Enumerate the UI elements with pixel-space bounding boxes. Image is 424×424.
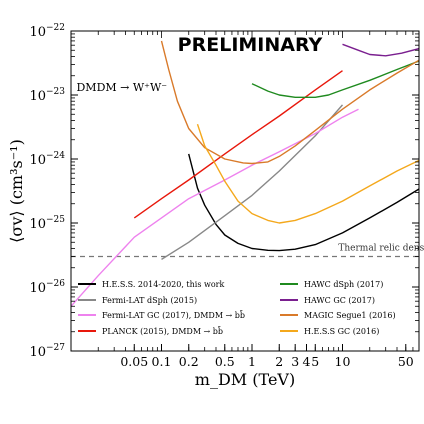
x-tick-label: 1: [248, 354, 256, 369]
legend-label-6: MAGIC Segue1 (2016): [304, 311, 396, 320]
series-layer: [71, 40, 419, 307]
x-tick-label: 2: [275, 354, 283, 369]
series-line-0: [188, 153, 419, 252]
legend-label-4: HAWC dSph (2017): [304, 280, 383, 289]
legend-label-5: HAWC GC (2017): [304, 296, 375, 305]
x-tick-label: 50: [398, 354, 414, 369]
series-line-7: [196, 123, 419, 224]
legend-label-7: H.E.S.S GC (2016): [304, 327, 379, 336]
series-line-4: [251, 60, 419, 99]
series-line-6: [160, 40, 419, 165]
axis-ticks: 10−27 10−26 10−25 10−24 10−23 10−22 0.05 0.1 0.2…: [29, 23, 420, 369]
x-tick-label: 3: [291, 354, 299, 369]
annotation-channel: DMDM → W⁺W⁻: [76, 81, 167, 94]
y-tick-label: 10−23: [29, 87, 65, 104]
x-axis-label: m_DM (TeV): [195, 370, 295, 389]
series-line-3: [133, 70, 343, 219]
y-tick-label: 10−27: [29, 343, 65, 360]
legend: H.E.S.S. 2014-2020, this work Fermi-LAT d…: [78, 280, 396, 336]
series-line-5: [342, 43, 419, 57]
legend-label-0: H.E.S.S. 2014-2020, this work: [102, 280, 224, 289]
annotation-thermal-relic: Thermal relic density: [338, 244, 424, 254]
x-tick-label: 5: [311, 354, 319, 369]
series-line-2: [71, 108, 359, 307]
y-tick-label: 10−26: [29, 279, 65, 296]
annotations: DMDM → W⁺W⁻ Thermal relic density: [76, 81, 424, 254]
plot-frame: [70, 30, 420, 352]
y-axis-label: ⟨σv⟩ (cm³s⁻¹): [7, 139, 26, 243]
y-tick-label: 10−22: [29, 23, 65, 40]
watermark-preliminary: PRELIMINARY: [178, 34, 323, 56]
x-tick-label: 0.2: [179, 354, 199, 369]
x-tick-label: 0.05: [120, 354, 148, 369]
x-tick-label: 0.5: [215, 354, 235, 369]
x-tick-label: 0.1: [152, 354, 172, 369]
legend-label-3: PLANCK (2015), DMDM → bb̄: [102, 326, 223, 336]
y-tick-label: 10−24: [29, 151, 65, 168]
y-tick-label: 10−25: [29, 215, 65, 232]
legend-label-2: Fermi-LAT GC (2017), DMDM → bb̄: [102, 310, 245, 320]
series-line-1: [161, 104, 344, 260]
legend-label-1: Fermi-LAT dSph (2015): [102, 296, 197, 305]
x-tick-label: 10: [335, 354, 351, 369]
x-tick-label: 4: [303, 354, 311, 369]
